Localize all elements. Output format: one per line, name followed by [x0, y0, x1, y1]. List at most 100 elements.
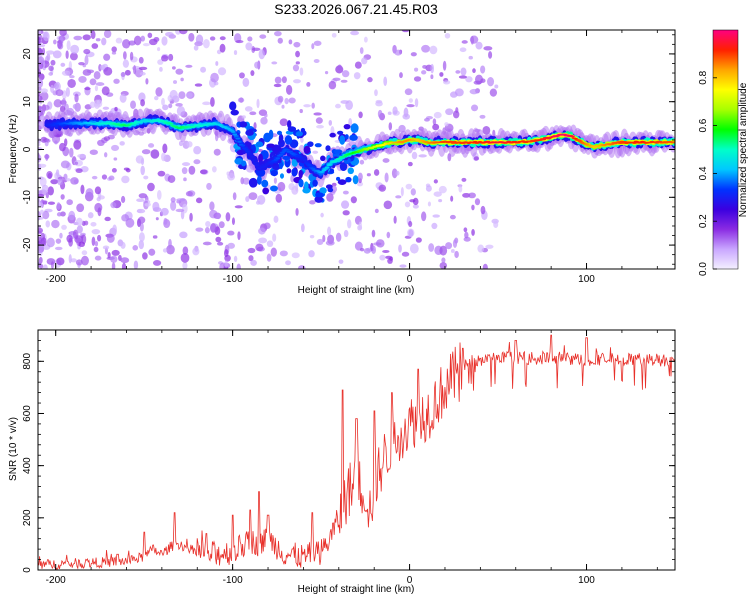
spectrogram-noise-cell: [169, 89, 178, 100]
spectrogram-ridge-cell: [230, 130, 236, 133]
spectrogram-noise-cell: [122, 59, 130, 68]
spectrogram-noise-cell: [459, 47, 467, 53]
spectrogram-blob: [276, 130, 283, 135]
spectrogram-noise-cell: [398, 244, 402, 253]
spectrogram-noise-cell: [217, 67, 227, 76]
spectrogram-blob: [298, 169, 303, 179]
spectrogram-noise-cell: [47, 201, 56, 205]
spectrogram-blob: [270, 169, 278, 177]
spectrogram-ridge-cell: [251, 159, 257, 162]
spectrogram-noise-cell: [401, 30, 410, 33]
spectrogram-noise-cell: [327, 226, 332, 236]
spectrogram-noise-cell: [55, 238, 62, 244]
spectrogram-noise-cell: [285, 260, 291, 266]
spectrogram-x-tick-label: 0: [407, 274, 413, 285]
spectrogram-ridge-cell: [288, 150, 293, 153]
spectrogram-noise-cell: [189, 212, 193, 222]
spectrogram-noise-cell: [408, 220, 413, 228]
spectrogram-noise-cell: [338, 259, 344, 264]
spectrogram-noise-cell: [250, 259, 257, 266]
snr-y-tick-label: 800: [22, 353, 33, 370]
spectrogram-noise-cell: [78, 62, 85, 66]
spectrogram-noise-cell: [50, 179, 59, 185]
spectrogram-noise-cell: [171, 66, 176, 70]
spectrogram-noise-cell: [45, 50, 55, 55]
spectrogram-blob: [287, 126, 297, 132]
spectrogram-noise-cell: [458, 185, 463, 193]
spectrogram-noise-cell: [130, 100, 136, 109]
spectrogram-y-ticks: -20 -10 0 10 20: [22, 34, 675, 265]
spectrogram-noise-cell: [175, 103, 183, 107]
spectrogram-noise-cell: [450, 195, 454, 202]
spectrogram-blob: [337, 130, 344, 135]
spectrogram-noise-cell: [309, 234, 315, 239]
spectrogram-noise-cell: [38, 78, 44, 88]
spectrogram-noise-cell: [386, 231, 391, 239]
spectrogram-noise-cell: [462, 192, 471, 198]
spectrogram-noise-cell: [263, 222, 271, 230]
spectrogram-noise-cell: [279, 118, 288, 127]
spectrogram-blob: [315, 192, 324, 198]
spectrogram-noise-cell: [363, 247, 371, 254]
spectrogram-blob: [291, 168, 298, 177]
spectrogram-noise-cell: [487, 77, 495, 87]
snr-x-ticks: -200 -100 0 100: [46, 330, 658, 586]
spectrogram-noise-cell: [112, 224, 117, 235]
spectrogram-noise-cell: [129, 51, 134, 61]
spectrogram-noise-cell: [458, 75, 468, 79]
spectrogram-noise-cell: [218, 221, 225, 229]
spectrogram-noise-cell: [66, 234, 73, 243]
spectrogram-ridge-cell: [257, 167, 263, 170]
spectrogram-noise-cell: [245, 42, 253, 51]
spectrogram-noise-cell: [76, 203, 85, 213]
spectrogram-noise-cell: [210, 223, 217, 233]
spectrogram-noise-cell: [233, 255, 238, 263]
spectrogram-noise-cell: [170, 197, 176, 203]
spectrogram-noise-cell: [383, 76, 388, 87]
spectrogram-noise-cell: [162, 143, 168, 154]
spectrogram-noise-cell: [347, 219, 352, 229]
spectrogram-ridge-cell: [253, 161, 258, 164]
snr-y-tick-label: 600: [22, 405, 33, 422]
spectrogram-noise-cell: [53, 82, 59, 90]
spectrogram-ridge-cell: [273, 159, 279, 161]
spectrogram-noise-cell: [163, 217, 168, 225]
spectrogram-noise-cell: [121, 175, 130, 184]
spectrogram-noise-cell: [215, 236, 222, 243]
spectrogram-noise-cell: [168, 103, 173, 109]
spectrogram-blob: [282, 155, 291, 161]
spectrogram-noise-cell: [441, 257, 446, 263]
spectrogram-noise-cell: [133, 260, 139, 269]
spectrogram-noise-cell: [358, 111, 363, 119]
spectrogram-noise-cell: [479, 114, 486, 119]
spectrogram-noise-cell: [138, 239, 144, 250]
spectrogram-noise-cell: [438, 198, 443, 203]
spectrogram-noise-cell: [299, 266, 303, 269]
spectrogram-noise-cell: [411, 151, 418, 160]
spectrogram-noise-cell: [350, 196, 357, 204]
spectrogram-noise-cell: [454, 250, 459, 259]
spectrogram-noise-cell: [38, 261, 42, 269]
spectrogram-ridge-cell: [275, 157, 281, 160]
spectrogram-noise-cell: [82, 34, 91, 41]
spectrogram-noise-cell: [421, 211, 427, 222]
snr-y-tick-label: 0: [22, 567, 33, 573]
spectrogram-noise-cell: [138, 56, 144, 64]
spectrogram-noise-cell: [414, 67, 419, 72]
spectrogram-noise-cell: [392, 106, 398, 115]
spectrogram-noise-cell: [93, 71, 101, 80]
snr-ylabel: SNR (10 * v/v): [8, 417, 19, 481]
spectrogram-noise-cell: [489, 88, 498, 97]
spectrogram-noise-cell: [180, 77, 184, 82]
spectrogram-ridge-cell: [310, 167, 316, 170]
spectrogram-ridge-cell: [284, 148, 290, 151]
spectrogram-blob: [312, 179, 318, 187]
spectrogram-noise-cell: [328, 80, 337, 90]
spectrogram-noise-cell: [48, 65, 54, 72]
spectrogram-noise-cell: [147, 143, 155, 148]
spectrogram-ridge-cell: [233, 135, 239, 137]
spectrogram-noise-cell: [316, 238, 324, 245]
spectrogram-noise-cell: [316, 124, 324, 129]
spectrogram-noise-cell: [186, 141, 193, 148]
spectrogram-noise-cell: [340, 79, 348, 83]
